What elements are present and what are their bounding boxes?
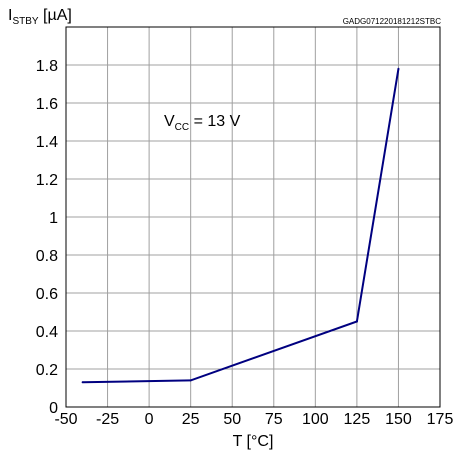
annotation-main: V bbox=[164, 113, 175, 130]
y-axis-label-unit: [µA] bbox=[39, 7, 72, 24]
y-tick-label: 1.6 bbox=[36, 96, 58, 113]
data-point bbox=[397, 67, 400, 70]
x-tick-label: -25 bbox=[96, 411, 119, 428]
x-tick-label: 125 bbox=[344, 411, 371, 428]
series-line bbox=[82, 68, 400, 384]
y-tick-label: 0.4 bbox=[36, 324, 58, 341]
annotation: VCC = 13 V bbox=[164, 113, 241, 133]
y-tick-label: 0 bbox=[49, 400, 58, 417]
y-tick-label: 1.4 bbox=[36, 134, 58, 151]
data-point bbox=[355, 320, 358, 323]
x-tick-label: 175 bbox=[427, 411, 454, 428]
plot-frame bbox=[65, 26, 441, 408]
y-tick-label: 1 bbox=[49, 210, 58, 227]
y-tick-label: 0.8 bbox=[36, 248, 58, 265]
y-axis-label-main: I bbox=[8, 7, 12, 24]
x-tick-labels: -50 -25 0 25 50 75 100 125 150 175 bbox=[54, 411, 453, 428]
grid bbox=[66, 27, 440, 407]
data-points bbox=[81, 67, 400, 384]
x-tick-label: 25 bbox=[182, 411, 200, 428]
y-axis-label: ISTBY [µA] bbox=[8, 7, 72, 27]
x-tick-label: -50 bbox=[54, 411, 77, 428]
y-tick-label: 0.2 bbox=[36, 362, 58, 379]
data-point bbox=[189, 379, 192, 382]
data-point bbox=[81, 381, 84, 384]
annotation-value: = 13 V bbox=[189, 113, 240, 130]
x-tick-label: 150 bbox=[385, 411, 412, 428]
x-tick-label: 50 bbox=[223, 411, 241, 428]
x-tick-label: 75 bbox=[265, 411, 283, 428]
x-tick-label: 100 bbox=[302, 411, 329, 428]
x-tick-label: 0 bbox=[145, 411, 154, 428]
y-tick-label: 1.2 bbox=[36, 172, 58, 189]
y-tick-label: 0.6 bbox=[36, 286, 58, 303]
y-tick-label: 1.8 bbox=[36, 58, 58, 75]
figure-code: GADG071220181212STBC bbox=[343, 17, 442, 26]
x-axis-label: T [°C] bbox=[233, 433, 274, 450]
y-tick-labels: 0 0.2 0.4 0.6 0.8 1 1.2 1.4 1.6 1.8 bbox=[36, 58, 58, 417]
y-axis-label-sub: STBY bbox=[12, 16, 38, 27]
annotation-sub: CC bbox=[175, 122, 189, 133]
